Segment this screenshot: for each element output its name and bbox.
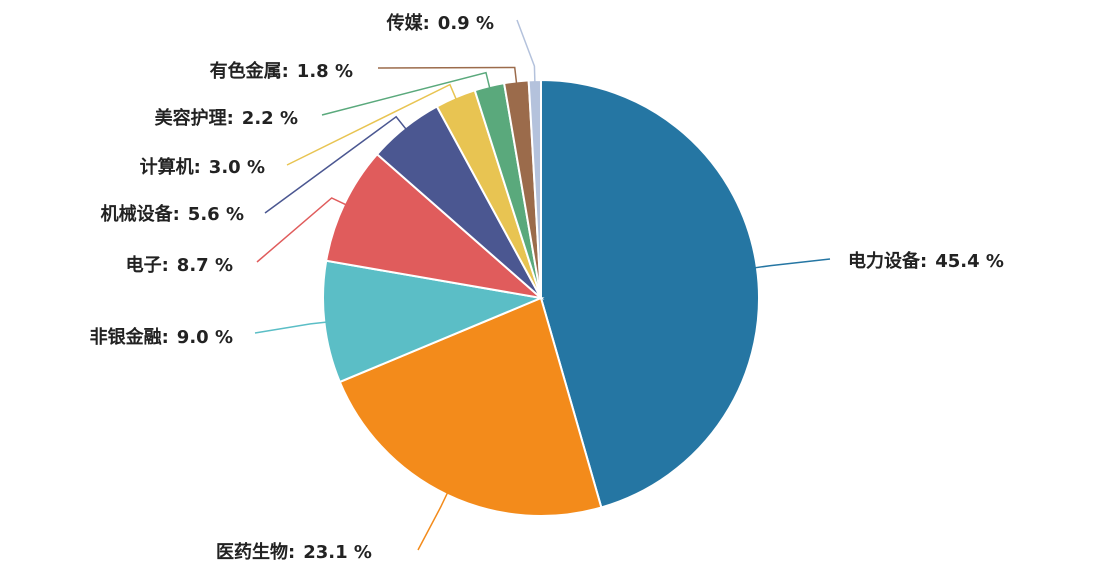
category-label: 电子: [126,254,169,276]
leader-line [516,19,536,83]
value-label: 5.6 % [188,204,244,225]
slice-label: 传媒: 0.9 % [386,12,494,34]
leader-line [754,258,831,269]
value-label: 9.0 % [177,327,233,348]
value-label: 23.1 % [303,542,372,563]
category-label: 电力设备: [848,250,927,272]
leader-line [256,197,347,263]
leader-line [254,321,327,334]
slice-label: 电力设备: 45.4 % [848,250,1004,272]
category-label: 医药生物: [216,541,295,563]
slice-label: 机械设备: 5.6 % [101,203,244,225]
value-label: 1.8 % [297,61,353,82]
value-label: 45.4 % [935,251,1004,272]
slice-label: 非银金融: 9.0 % [90,326,233,348]
value-label: 8.7 % [177,255,233,276]
category-label: 计算机: [140,156,201,178]
value-label: 3.0 % [209,157,265,178]
slice-label: 医药生物: 23.1 % [216,541,372,563]
slice-label: 计算机: 3.0 % [140,156,265,178]
value-label: 0.9 % [438,13,494,34]
slice-label: 有色金属: 1.8 % [210,60,353,82]
leader-line [417,492,449,551]
category-label: 非银金融: [90,326,169,348]
leader-line [286,83,457,166]
leader-line [377,66,518,84]
slice-label: 电子: 8.7 % [126,254,233,276]
category-label: 美容护理: [155,107,234,129]
slice-label: 美容护理: 2.2 % [155,107,298,129]
value-label: 2.2 % [242,108,298,129]
leader-line [264,115,407,214]
category-label: 传媒: [386,12,430,34]
category-label: 有色金属: [210,60,289,82]
leader-line [321,71,491,116]
category-label: 机械设备: [101,203,180,225]
